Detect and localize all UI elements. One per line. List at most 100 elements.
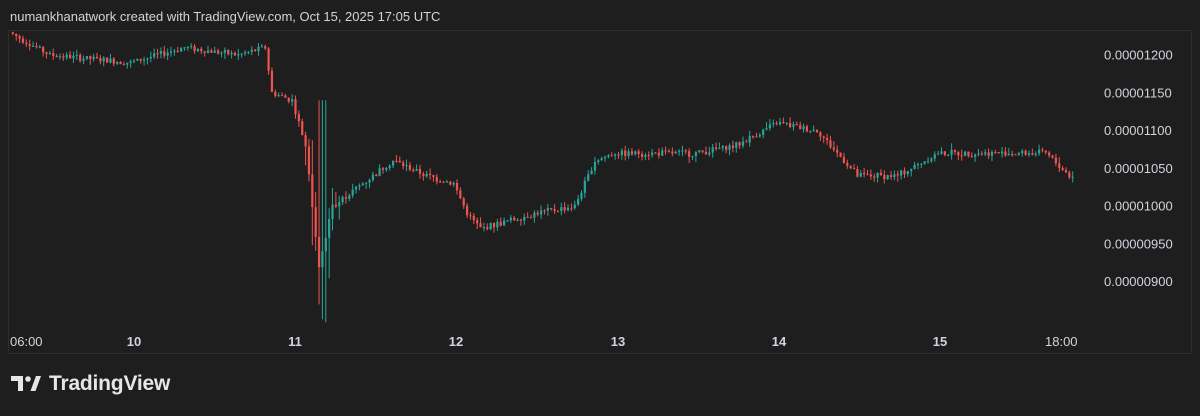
candle-down bbox=[1064, 170, 1068, 173]
candle-down bbox=[105, 57, 109, 63]
candle-down bbox=[529, 217, 533, 219]
candle-up bbox=[926, 160, 930, 162]
candle-down bbox=[640, 154, 644, 157]
candle-up bbox=[802, 126, 805, 130]
candle-up bbox=[361, 183, 364, 186]
candle-up bbox=[126, 62, 129, 65]
candle-up bbox=[149, 56, 152, 59]
candle-down bbox=[52, 52, 55, 56]
candle-down bbox=[176, 50, 179, 52]
candle-down bbox=[1051, 155, 1054, 158]
candle-down bbox=[11, 32, 14, 34]
x-tick-label: 10 bbox=[127, 334, 141, 349]
candle-down bbox=[805, 126, 809, 132]
candle-up bbox=[109, 58, 112, 63]
candle-down bbox=[751, 136, 755, 138]
candle-down bbox=[997, 152, 1000, 154]
candle-up bbox=[385, 167, 388, 170]
candle-down bbox=[42, 46, 45, 53]
candle-down bbox=[1014, 154, 1017, 156]
candle-down bbox=[667, 151, 671, 153]
candle-up bbox=[85, 56, 88, 59]
candle-down bbox=[745, 141, 748, 143]
price-axis[interactable]: 0.00001200 0.00001150 0.00001100 0.00001050… bbox=[1104, 48, 1173, 290]
candle-up bbox=[718, 148, 721, 150]
candle-down bbox=[314, 207, 317, 237]
tradingview-brand[interactable]: TradingView bbox=[11, 372, 170, 396]
candle-up bbox=[391, 160, 395, 166]
candle-up bbox=[785, 122, 788, 124]
candle-up bbox=[354, 186, 358, 190]
candle-up bbox=[351, 189, 354, 196]
candle-up bbox=[338, 202, 341, 207]
candle-down bbox=[799, 124, 802, 130]
candle-down bbox=[654, 152, 657, 154]
candle-up bbox=[388, 165, 391, 168]
candle-down bbox=[775, 123, 778, 125]
candle-up bbox=[169, 51, 173, 53]
candle-down bbox=[556, 210, 560, 212]
candle-down bbox=[442, 181, 445, 183]
candle-up bbox=[58, 56, 62, 58]
candle-down bbox=[163, 51, 166, 56]
candle-up bbox=[694, 152, 697, 156]
candle-up bbox=[257, 46, 260, 52]
candle-down bbox=[967, 151, 970, 157]
candle-down bbox=[889, 175, 893, 177]
candle-up bbox=[240, 53, 243, 55]
candle-down bbox=[903, 170, 906, 175]
candle-down bbox=[869, 174, 872, 177]
candle-down bbox=[465, 205, 469, 216]
candle-down bbox=[311, 174, 314, 208]
candle-down bbox=[543, 210, 546, 212]
candle-down bbox=[459, 190, 462, 199]
candle-down bbox=[344, 197, 348, 199]
candle-up bbox=[977, 153, 980, 155]
candle-up bbox=[48, 52, 51, 54]
candle-down bbox=[852, 168, 856, 170]
candle-down bbox=[455, 182, 459, 191]
candle-down bbox=[1058, 163, 1061, 169]
candle-down bbox=[1041, 149, 1044, 151]
candle-down bbox=[701, 150, 704, 152]
time-axis[interactable]: 06:00 10 11 12 13 14 15 18:00 bbox=[10, 334, 1078, 349]
candle-up bbox=[765, 128, 768, 130]
candle-up bbox=[916, 164, 920, 166]
candle-down bbox=[217, 50, 220, 54]
candle-up bbox=[506, 220, 509, 222]
candle-down bbox=[819, 132, 822, 137]
candle-down bbox=[280, 95, 284, 97]
candle-up bbox=[503, 220, 506, 226]
candle-up bbox=[990, 152, 994, 156]
candle-down bbox=[200, 48, 203, 52]
candle-down bbox=[270, 70, 274, 92]
candle-down bbox=[492, 223, 496, 228]
candle-down bbox=[863, 172, 866, 175]
candle-up bbox=[583, 180, 586, 193]
candle-down bbox=[449, 181, 452, 185]
candle-up bbox=[1007, 154, 1010, 156]
x-tick-label: 14 bbox=[772, 334, 787, 349]
candle-down bbox=[980, 153, 983, 155]
candle-down bbox=[684, 150, 687, 152]
candle-down bbox=[267, 48, 270, 71]
candle-down bbox=[731, 145, 734, 148]
candle-up bbox=[577, 198, 580, 205]
candle-up bbox=[1017, 153, 1020, 155]
candle-down bbox=[550, 208, 553, 210]
candle-up bbox=[711, 147, 714, 153]
candle-up bbox=[223, 49, 226, 53]
y-tick-label: 0.00000900 bbox=[1104, 274, 1173, 289]
candle-up bbox=[573, 204, 576, 209]
candle-up bbox=[947, 154, 950, 156]
candle-up bbox=[132, 60, 136, 62]
y-tick-label: 0.00001100 bbox=[1104, 123, 1172, 138]
x-tick-label: 12 bbox=[449, 334, 463, 349]
candle-up bbox=[661, 150, 664, 156]
candle-down bbox=[664, 150, 667, 152]
candle-down bbox=[233, 52, 237, 56]
brand-name: TradingView bbox=[49, 372, 171, 395]
candle-down bbox=[21, 38, 25, 43]
candle-down bbox=[297, 114, 300, 122]
